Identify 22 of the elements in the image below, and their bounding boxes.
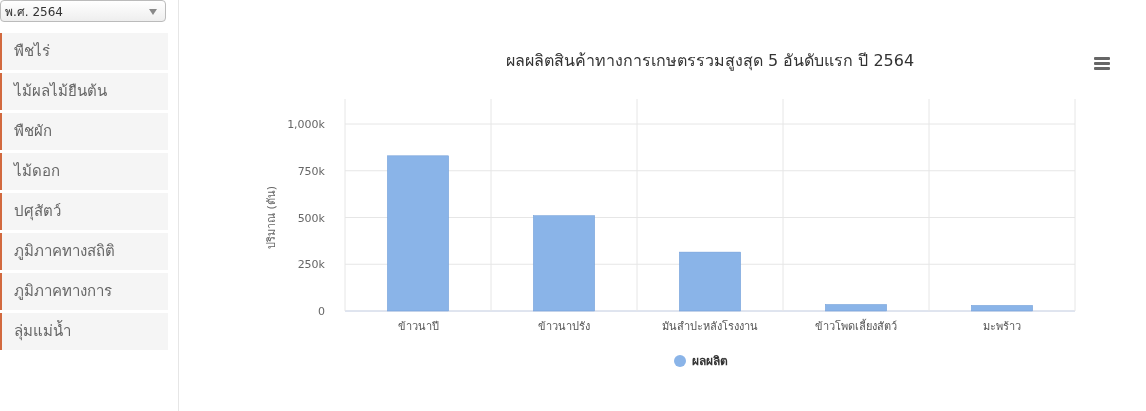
y-tick-label: 0 xyxy=(318,305,325,318)
x-tick-label: ข้าวนาปรัง xyxy=(538,320,590,333)
text: ไม้ดอก xyxy=(0,153,168,190)
y-tick-label: 500k xyxy=(297,211,326,225)
y-tick-label: 250k xyxy=(297,258,326,272)
x-tick-label: มะพร้าว xyxy=(983,320,1021,333)
text: พ.ศ. 2564 xyxy=(0,0,166,22)
y-tick-label: 750k xyxy=(297,164,326,178)
text: ภูมิภาคทางสถิติ xyxy=(0,233,168,270)
legend-label: ผลผลิต xyxy=(692,354,728,368)
text: ไม้ผลไม้ยืนต้น xyxy=(0,73,168,110)
chart-title: ผลผลิตสินค้าทางการเกษตรรวมสูงสุด 5 อันดับแรก ปี 2564 xyxy=(505,51,915,71)
text: พืชผัก xyxy=(0,113,168,150)
x-tick-label: ข้าวนาปี xyxy=(397,320,439,333)
text: ลุ่มแม่น้ำ xyxy=(0,313,168,350)
text: ปศุสัตว์ xyxy=(0,193,168,230)
y-tick-label: 1,000k xyxy=(287,118,326,131)
text: ภูมิภาคทางการ xyxy=(0,273,168,310)
text: พืชไร่ xyxy=(0,33,168,70)
x-tick-label: ข้าวโพดเลี้ยงสัตว์ xyxy=(815,318,897,333)
x-tick-label: มันสำปะหลังโรงงาน xyxy=(662,319,758,333)
y-axis-title: ปริมาณ (ตัน) xyxy=(265,185,278,250)
